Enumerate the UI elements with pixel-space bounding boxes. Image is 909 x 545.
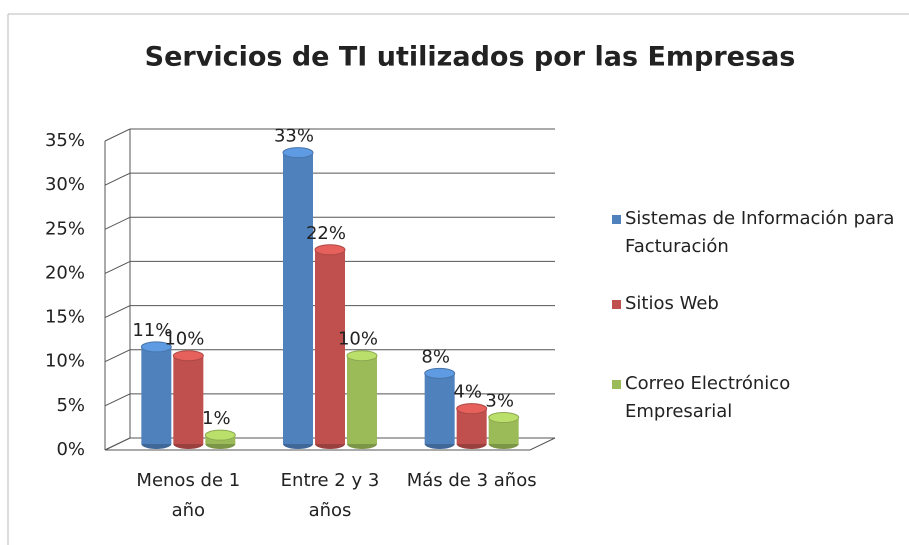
grid-line-side [105,394,130,406]
value-label: 3% [485,391,514,412]
bar [425,373,455,444]
bar [173,356,203,444]
cylinder-top [283,148,313,158]
y-tick-label: 25% [45,218,85,239]
cylinder-top [457,404,487,414]
grid-line-side [105,129,130,141]
y-tick-label: 20% [45,262,85,283]
grid-line-side [105,350,130,362]
value-label: 10% [164,329,204,350]
cylinder-top [205,430,235,440]
legend-item: Sitios Web [610,290,900,318]
grid-line-side [105,217,130,229]
grid-line-side [105,438,130,450]
value-label: 33% [274,126,314,147]
legend-label: Sistemas de Información para Facturación [625,205,900,261]
bar [347,356,377,444]
value-label: 8% [421,346,450,367]
y-tick-label: 15% [45,307,85,328]
legend-label: Correo Electrónico Empresarial [625,370,900,426]
cylinder-top [173,351,203,361]
chart: Servicios de TI utilizados por las Empre… [0,0,909,545]
value-label: 10% [338,329,378,350]
y-tick-label: 5% [56,395,85,416]
x-tick-label: Menos de 1 año [118,466,258,526]
value-label: 1% [202,408,231,429]
value-label: 4% [453,382,482,403]
cylinder-top [425,368,455,378]
chart-title: Servicios de TI utilizados por las Empre… [145,42,796,73]
grid-line-side [105,261,130,273]
legend-label: Sitios Web [625,290,719,318]
bar [141,347,171,444]
legend-swatch [612,300,621,309]
legend-item: Correo Electrónico Empresarial [610,370,900,426]
cylinder-top [489,413,519,423]
x-tick-label: Entre 2 y 3 años [260,466,400,526]
value-label: 22% [306,223,346,244]
cylinder-top [347,351,377,361]
y-tick-label: 10% [45,351,85,372]
y-tick-label: 0% [56,439,85,460]
legend-item: Sistemas de Información para Facturación [610,205,900,261]
y-tick-label: 35% [45,130,85,151]
bar [283,153,313,444]
grid-line-side [105,173,130,185]
cylinder-top [315,245,345,255]
legend-swatch [612,215,621,224]
x-tick-label: Más de 3 años [402,466,542,496]
y-tick-label: 30% [45,174,85,195]
legend-swatch [612,380,621,389]
chart-canvas: Servicios de TI utilizados por las Empre… [0,0,909,545]
grid-line-side [105,306,130,318]
